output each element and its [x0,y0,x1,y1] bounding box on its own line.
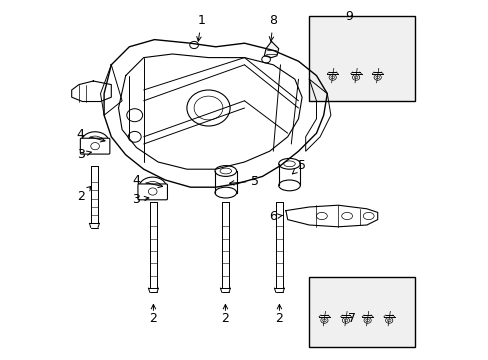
Polygon shape [101,65,122,115]
Polygon shape [285,205,377,227]
Ellipse shape [316,212,326,220]
Ellipse shape [128,131,141,142]
Ellipse shape [144,181,160,193]
Ellipse shape [385,318,392,323]
Text: 3: 3 [77,148,91,161]
Ellipse shape [341,212,352,220]
FancyBboxPatch shape [138,184,167,200]
Ellipse shape [328,75,336,80]
Ellipse shape [278,180,300,191]
Ellipse shape [91,143,99,150]
Text: 4: 4 [77,128,105,142]
Text: 5: 5 [229,175,259,188]
Text: 8: 8 [269,14,277,41]
Ellipse shape [320,318,327,323]
Text: 4: 4 [132,174,163,188]
Text: 3: 3 [132,193,148,206]
Ellipse shape [386,319,390,322]
Text: 1: 1 [196,14,205,41]
Text: 2: 2 [77,186,91,203]
Ellipse shape [220,168,231,174]
Ellipse shape [126,109,142,122]
Ellipse shape [354,76,357,79]
Ellipse shape [261,56,270,63]
Ellipse shape [278,158,300,169]
Ellipse shape [363,318,370,323]
Text: 7: 7 [348,312,356,325]
Ellipse shape [283,161,295,167]
Ellipse shape [186,90,230,126]
Ellipse shape [373,75,381,80]
Text: 2: 2 [221,312,229,325]
Ellipse shape [81,132,108,152]
Ellipse shape [189,41,198,49]
Ellipse shape [215,166,236,176]
Text: 5: 5 [292,159,305,174]
FancyBboxPatch shape [80,138,110,154]
Ellipse shape [139,177,166,197]
Bar [309,16,415,101]
Text: 2: 2 [149,312,157,325]
Ellipse shape [342,318,349,323]
Ellipse shape [363,212,373,220]
Ellipse shape [322,319,325,322]
Text: 9: 9 [344,10,352,23]
Bar [309,277,415,347]
Ellipse shape [375,76,379,79]
Ellipse shape [194,96,223,120]
Polygon shape [264,41,278,58]
Ellipse shape [344,319,347,322]
Ellipse shape [215,187,236,198]
Ellipse shape [330,76,334,79]
Text: 6: 6 [269,210,282,223]
Ellipse shape [365,319,368,322]
Text: 2: 2 [275,312,283,325]
Ellipse shape [148,188,157,195]
Ellipse shape [87,136,103,148]
Ellipse shape [352,75,359,80]
